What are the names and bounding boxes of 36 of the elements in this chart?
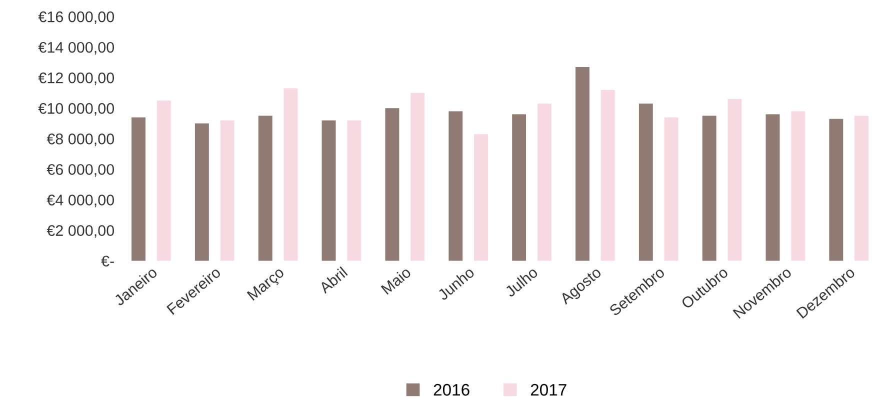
- legend-label: 2016: [434, 384, 470, 396]
- y-tick-label: €6 000,00: [46, 164, 114, 177]
- legend-label: 2017: [530, 384, 566, 396]
- y-tick-label: €12 000,00: [38, 72, 114, 86]
- bar: [284, 88, 298, 261]
- bar: [194, 123, 209, 261]
- bar: [410, 92, 425, 261]
- bar: [638, 104, 653, 261]
- bar: [220, 120, 234, 261]
- x-tick-label: Maio: [380, 266, 412, 295]
- bar: [258, 116, 272, 261]
- bar: [829, 118, 844, 261]
- bar: [728, 99, 742, 261]
- bar: [664, 117, 678, 261]
- bar: [537, 104, 552, 261]
- y-tick-label: €14 000,00: [38, 42, 114, 55]
- bar: [132, 117, 146, 261]
- y-tick-label: €16 000,00: [38, 11, 114, 24]
- bar: [322, 120, 336, 261]
- y-tick-label: €8 000,00: [46, 134, 114, 146]
- bar: [576, 66, 590, 261]
- bar: [156, 100, 171, 261]
- bar: [854, 116, 869, 261]
- bar: [702, 116, 716, 261]
- y-tick-label: €-: [101, 256, 114, 267]
- y-tick-label: €10 000,00: [38, 103, 114, 116]
- bar: [600, 90, 615, 261]
- bar: [766, 114, 780, 261]
- y-tick-label: €2 000,00: [46, 225, 114, 238]
- y-tick-label: €4 000,00: [46, 194, 114, 208]
- bar: [791, 111, 806, 261]
- bar: [347, 120, 362, 261]
- bar: [385, 108, 400, 261]
- bar: [474, 134, 488, 261]
- bar: [448, 111, 463, 261]
- bar: [512, 114, 526, 261]
